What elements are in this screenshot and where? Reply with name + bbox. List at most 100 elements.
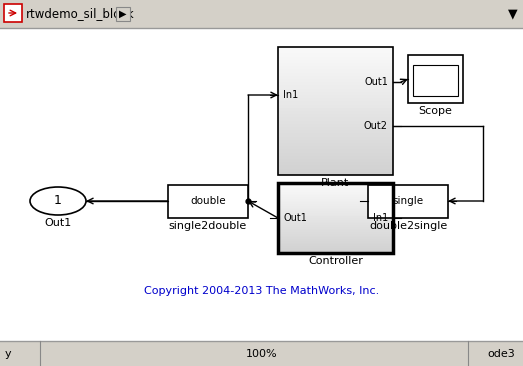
Bar — [278, 172, 393, 175]
Bar — [278, 228, 393, 230]
Bar — [4, 4, 22, 22]
Bar — [278, 216, 393, 218]
Bar — [278, 146, 393, 149]
Bar — [0, 28, 523, 341]
Ellipse shape — [30, 187, 86, 215]
Bar — [278, 85, 393, 89]
Bar — [168, 185, 248, 218]
Bar — [368, 185, 448, 218]
Bar — [278, 251, 393, 253]
Bar — [278, 183, 393, 253]
Text: In1: In1 — [373, 213, 388, 223]
Text: y: y — [5, 348, 12, 359]
Bar — [278, 201, 393, 202]
Bar — [278, 108, 393, 111]
Bar — [408, 55, 463, 103]
Text: rtwdemo_sil_block: rtwdemo_sil_block — [26, 7, 134, 20]
Bar — [278, 50, 393, 53]
Text: Scope: Scope — [418, 106, 452, 116]
Bar — [278, 213, 393, 214]
Bar — [278, 199, 393, 201]
Bar — [278, 220, 393, 221]
Bar — [168, 185, 248, 218]
Bar — [278, 130, 393, 133]
Text: ▼: ▼ — [508, 7, 518, 20]
Bar — [278, 105, 393, 108]
Text: double: double — [190, 197, 226, 206]
Bar — [278, 244, 393, 246]
Bar — [278, 190, 393, 192]
Bar — [278, 192, 393, 194]
Bar — [278, 218, 393, 220]
Bar — [278, 79, 393, 82]
Bar — [278, 227, 393, 228]
Bar — [116, 7, 130, 21]
Bar — [278, 194, 393, 195]
Bar — [0, 341, 523, 366]
Text: Out1: Out1 — [364, 77, 388, 87]
Bar — [278, 47, 393, 50]
Bar — [278, 114, 393, 117]
Bar — [278, 230, 393, 232]
Text: single2double: single2double — [169, 221, 247, 231]
Bar — [278, 53, 393, 57]
Bar — [278, 133, 393, 137]
Bar — [278, 92, 393, 95]
Bar — [278, 117, 393, 121]
Bar — [278, 214, 393, 216]
Text: Out1: Out1 — [44, 218, 72, 228]
Bar — [278, 248, 393, 250]
Bar — [278, 223, 393, 225]
Bar — [278, 221, 393, 223]
Bar — [278, 124, 393, 127]
Text: ▶: ▶ — [119, 9, 127, 19]
Text: Out2: Out2 — [364, 121, 388, 131]
Bar — [278, 232, 393, 234]
Bar — [278, 127, 393, 130]
Bar — [278, 76, 393, 79]
Text: Controller: Controller — [308, 256, 363, 266]
Text: ode3: ode3 — [487, 348, 515, 359]
Bar — [278, 204, 393, 206]
Bar — [278, 153, 393, 156]
Bar — [278, 187, 393, 188]
Bar — [278, 60, 393, 63]
Bar — [278, 195, 393, 197]
Bar — [278, 241, 393, 243]
Text: single: single — [392, 197, 424, 206]
Bar — [278, 188, 393, 190]
Bar — [278, 137, 393, 140]
Bar — [278, 156, 393, 159]
Bar — [278, 183, 393, 185]
Bar — [278, 208, 393, 209]
Bar — [278, 165, 393, 169]
Bar — [278, 225, 393, 227]
Bar — [278, 98, 393, 101]
Bar — [278, 239, 393, 241]
Bar — [278, 209, 393, 211]
Text: In1: In1 — [283, 90, 298, 100]
Bar — [278, 140, 393, 143]
Bar — [0, 0, 523, 28]
Bar — [278, 72, 393, 76]
Text: 100%: 100% — [246, 348, 277, 359]
Bar — [278, 143, 393, 146]
Bar — [278, 159, 393, 162]
Bar — [278, 243, 393, 244]
Bar — [278, 237, 393, 239]
Bar — [278, 111, 393, 114]
Text: double2single: double2single — [369, 221, 447, 231]
Bar — [278, 246, 393, 248]
Bar — [278, 211, 393, 213]
Bar — [278, 95, 393, 98]
Bar — [278, 82, 393, 85]
Bar — [413, 65, 458, 96]
Bar — [278, 197, 393, 199]
Bar — [278, 149, 393, 153]
Bar — [278, 250, 393, 251]
Bar — [278, 202, 393, 204]
Text: Out1: Out1 — [283, 213, 307, 223]
Bar — [278, 162, 393, 165]
Bar — [278, 47, 393, 175]
Bar — [278, 234, 393, 235]
